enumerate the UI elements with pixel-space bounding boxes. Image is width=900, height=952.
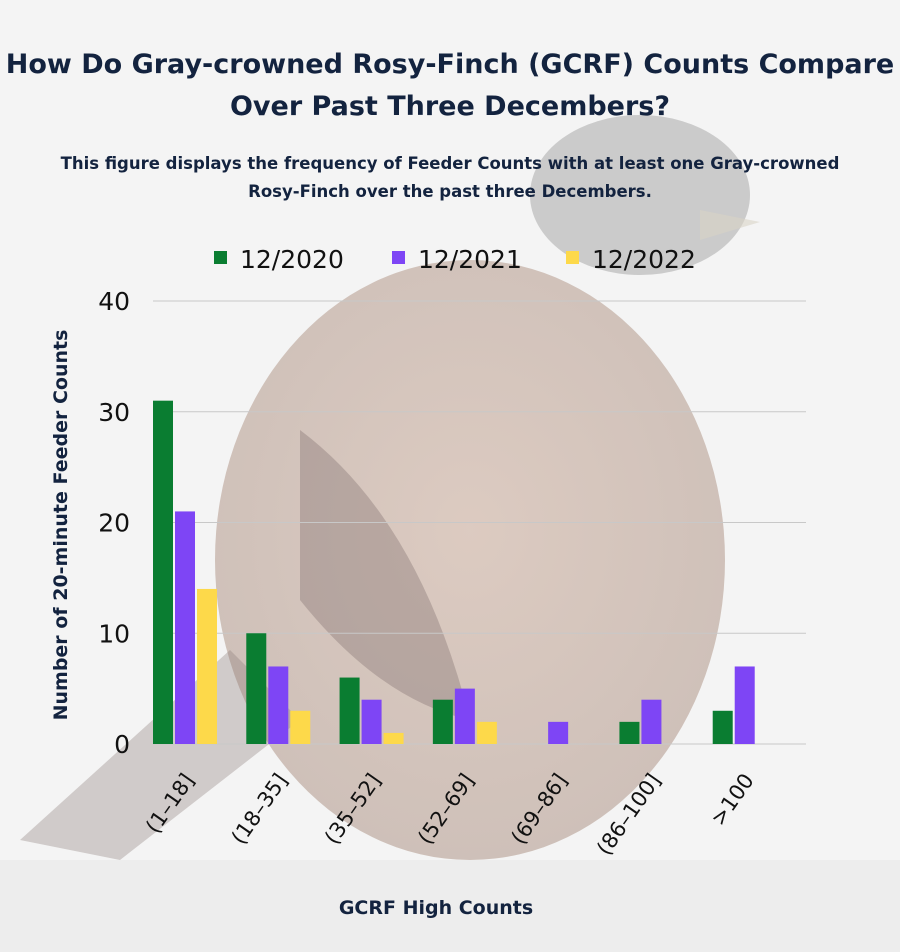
x-tick-label: >100	[706, 769, 759, 830]
legend-swatch-0	[214, 251, 227, 264]
legend-swatch-1	[392, 251, 405, 264]
x-tick-label: (52–69]	[413, 769, 479, 849]
legend-label-0: 12/2020	[240, 245, 344, 274]
x-tick-label: (18–35]	[227, 769, 293, 849]
bar-12-2021-6	[734, 666, 755, 744]
bar-12-2020-3	[432, 699, 453, 744]
bar-12-2021-1	[268, 666, 289, 744]
bar-12-2020-5	[619, 721, 640, 744]
x-tick-label: (86–100]	[592, 769, 665, 860]
legend-swatch-2	[566, 251, 579, 264]
y-tick-label: 10	[98, 619, 130, 648]
y-tick-label: 30	[98, 398, 130, 427]
perch-shape	[0, 860, 900, 952]
bar-12-2021-4	[548, 721, 569, 744]
bird-wing-shape	[300, 430, 470, 720]
legend-label-2: 12/2022	[592, 245, 696, 274]
bar-12-2022-0	[197, 588, 217, 744]
chart-subtitle: This figure displays the frequency of Fe…	[60, 154, 840, 201]
bar-12-2020-1	[246, 633, 267, 744]
bar-12-2021-2	[361, 699, 382, 744]
bar-12-2021-0	[175, 511, 195, 744]
bar-12-2022-2	[383, 732, 404, 744]
bar-12-2021-5	[641, 699, 662, 744]
x-tick-label: (35–52]	[320, 769, 386, 849]
bar-12-2020-6	[712, 710, 733, 744]
bird-tail-shape	[20, 650, 300, 860]
legend-label-1: 12/2021	[418, 245, 522, 274]
y-tick-label: 0	[114, 730, 130, 759]
bar-12-2021-3	[454, 688, 475, 744]
bird-head-shape	[530, 115, 750, 275]
y-tick-label: 20	[98, 509, 130, 538]
x-tick-label: (1–18]	[141, 769, 199, 838]
y-axis-label: Number of 20-minute Feeder Counts	[50, 330, 72, 721]
x-tick-label: (69–86]	[506, 769, 572, 849]
bird-beak-shape	[700, 210, 760, 240]
bar-12-2022-1	[290, 710, 311, 744]
bar-12-2022-3	[476, 721, 497, 744]
chart-title: How Do Gray-crowned Rosy-Finch (GCRF) Co…	[5, 49, 895, 122]
bar-12-2020-0	[153, 400, 173, 744]
bar-12-2020-2	[339, 677, 360, 744]
y-tick-label: 40	[98, 287, 130, 316]
x-axis-label: GCRF High Counts	[339, 897, 533, 919]
